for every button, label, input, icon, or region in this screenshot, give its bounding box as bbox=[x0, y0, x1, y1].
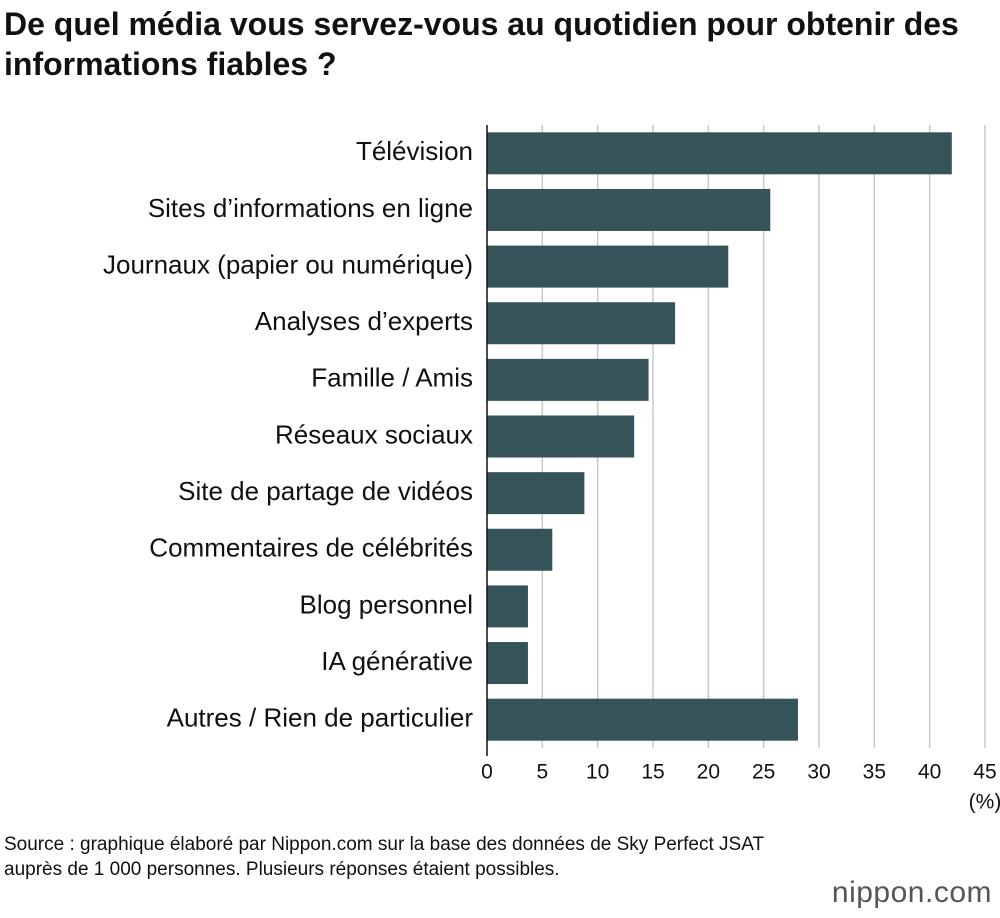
y-tick-label: Famille / Amis bbox=[311, 363, 473, 393]
y-tick-label: Commentaires de célébrités bbox=[149, 533, 473, 563]
bar bbox=[487, 585, 528, 628]
y-tick-label: Réseaux sociaux bbox=[275, 419, 473, 449]
x-tick-label: 45 bbox=[973, 761, 996, 784]
bar bbox=[487, 528, 553, 571]
x-tick-label: 30 bbox=[807, 761, 830, 784]
bar bbox=[487, 132, 952, 175]
bar bbox=[487, 188, 771, 231]
y-tick-label: Site de partage de vidéos bbox=[178, 476, 473, 506]
bar bbox=[487, 245, 729, 288]
y-tick-label: Autres / Rien de particulier bbox=[167, 703, 474, 733]
x-unit-label: (%) bbox=[969, 791, 1000, 814]
bar bbox=[487, 302, 676, 345]
x-tick-label: 10 bbox=[586, 761, 609, 784]
x-tick-label: 35 bbox=[863, 761, 886, 784]
y-tick-label: Journaux (papier ou numérique) bbox=[103, 249, 473, 279]
bar bbox=[487, 642, 528, 685]
x-tick-label: 25 bbox=[752, 761, 775, 784]
x-tick-label: 15 bbox=[641, 761, 664, 784]
x-tick-label: 40 bbox=[918, 761, 941, 784]
y-tick-label: Télévision bbox=[356, 136, 473, 166]
bar bbox=[487, 698, 798, 741]
bar bbox=[487, 358, 649, 401]
x-tick-label: 5 bbox=[536, 761, 548, 784]
y-tick-label: Sites d’informations en ligne bbox=[148, 193, 473, 223]
logo: nippon.com bbox=[831, 876, 992, 909]
chart-title: De quel média vous servez-vous au quotid… bbox=[4, 6, 959, 82]
y-tick-label: IA générative bbox=[321, 646, 473, 676]
bar bbox=[487, 472, 585, 515]
source-note: Source : graphique élaboré par Nippon.co… bbox=[4, 834, 764, 880]
x-tick-label: 0 bbox=[481, 761, 493, 784]
x-tick-label: 20 bbox=[697, 761, 720, 784]
bar bbox=[487, 415, 635, 458]
y-tick-label: Analyses d’experts bbox=[255, 306, 473, 336]
y-tick-label: Blog personnel bbox=[300, 589, 473, 619]
